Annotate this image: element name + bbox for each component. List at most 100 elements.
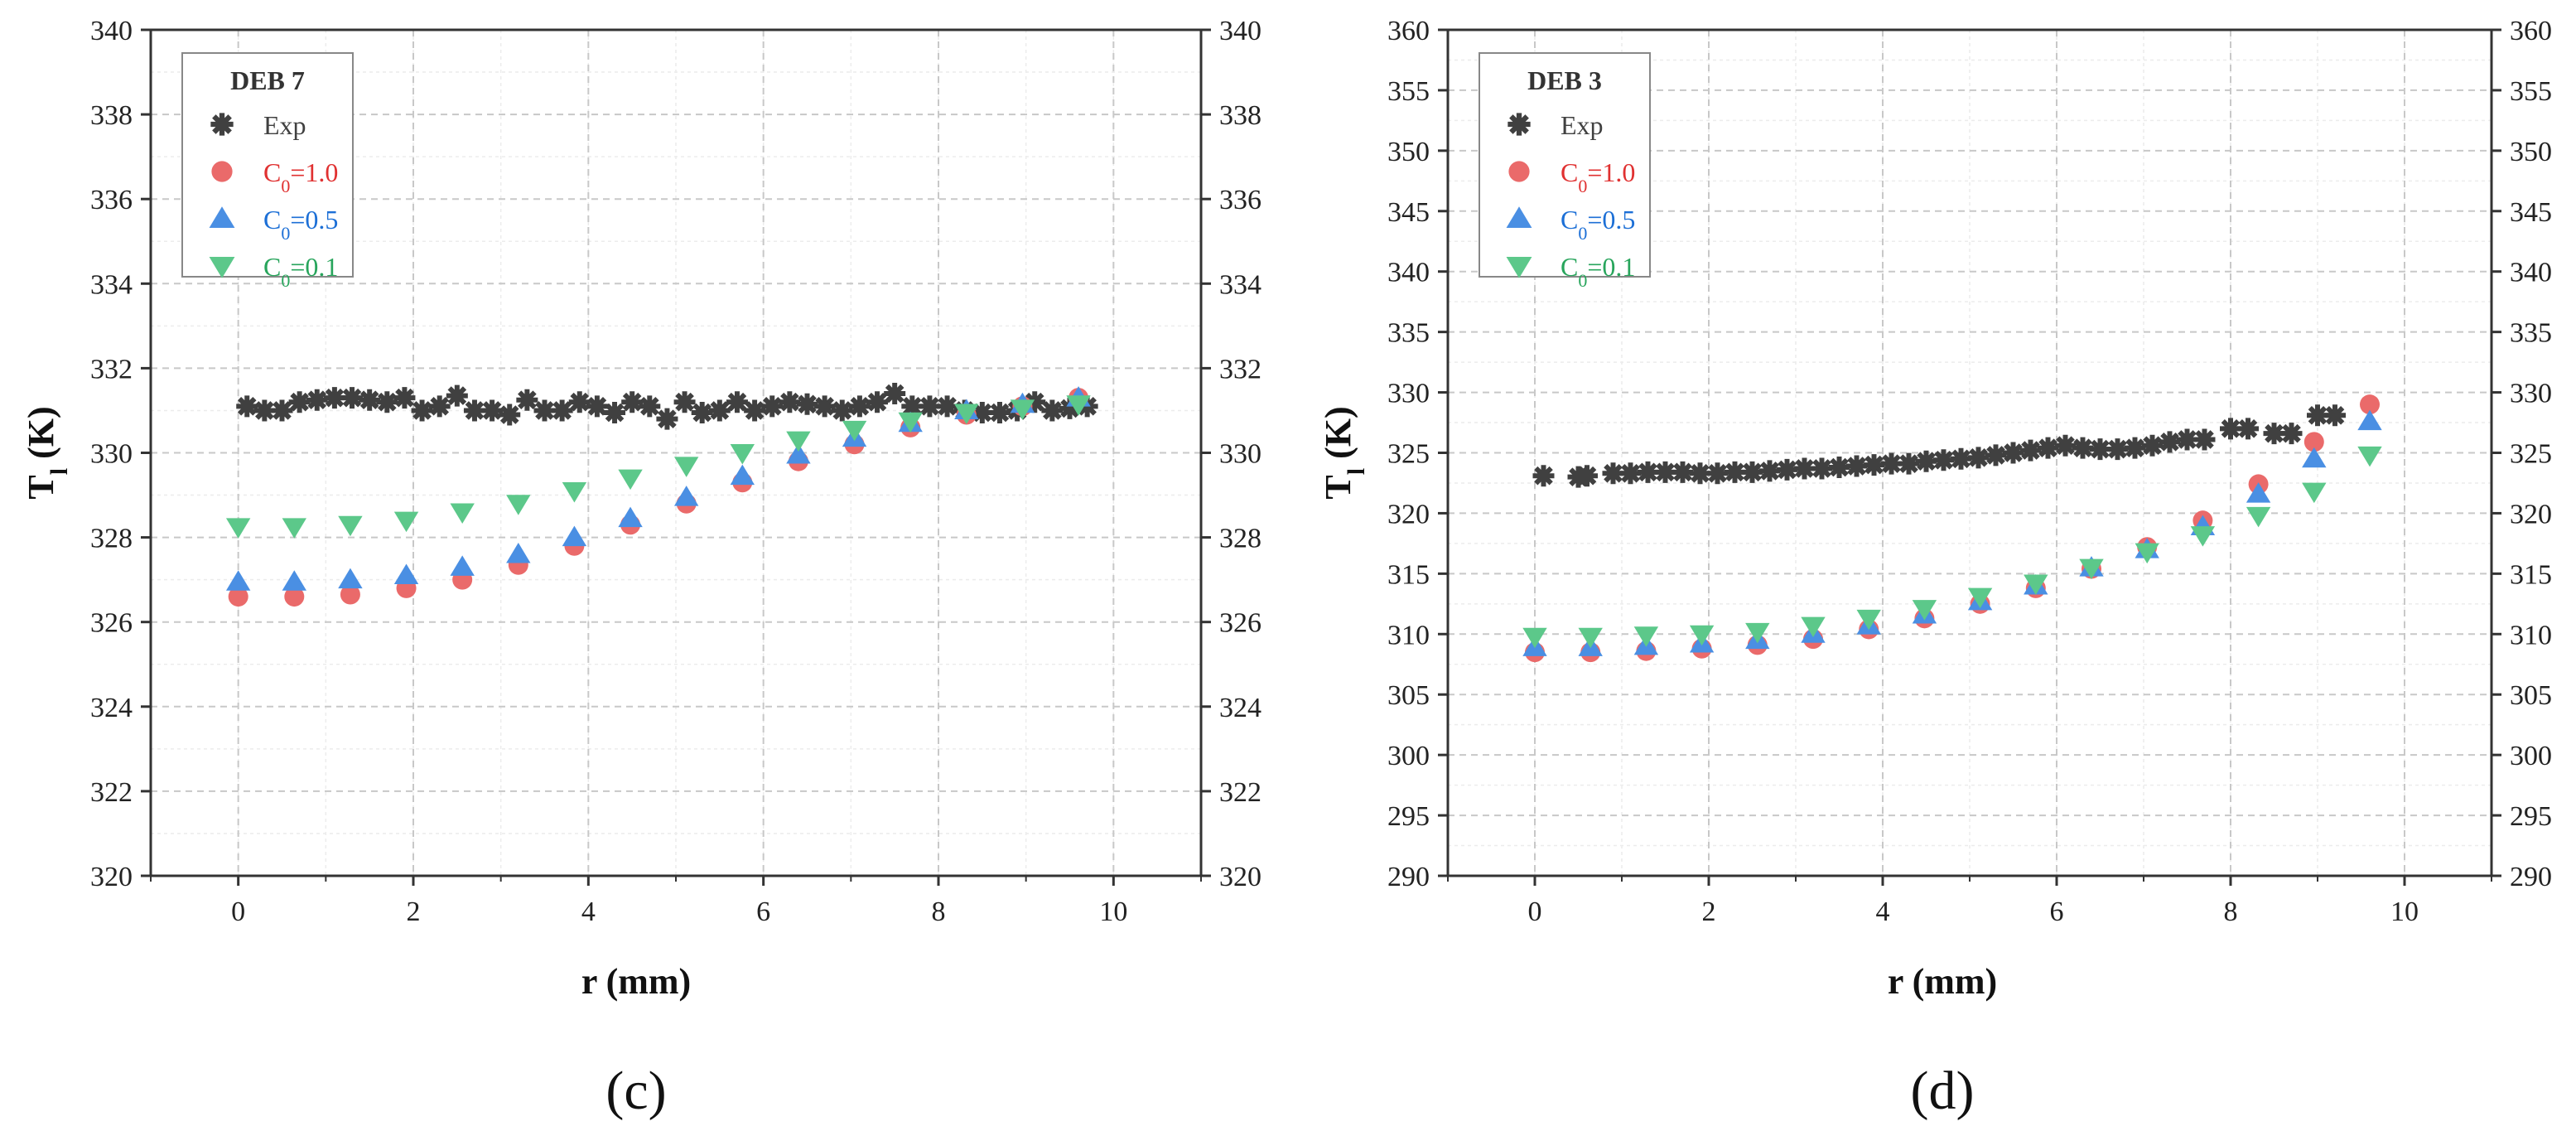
data-point: [1633, 626, 1659, 647]
series-exp: [236, 383, 1098, 430]
data-point: [1845, 455, 1868, 477]
y-tick-label: 290: [1387, 862, 1430, 892]
x-tick-label: 4: [1876, 897, 1890, 927]
data-point: [936, 395, 958, 418]
legend-label: C0=0.1: [1561, 252, 1635, 291]
chart-panel-d: 0 2 4 6 8 10 290 290 295 295 300 300 305 305 310 310 315…: [1318, 16, 2552, 1121]
y-tick-label-right: 355: [2510, 76, 2552, 107]
y-tick-label: 334: [90, 269, 133, 300]
data-point: [499, 404, 521, 426]
x-tick-label: 6: [756, 897, 770, 927]
data-point: [2190, 526, 2216, 547]
legend-box: [1479, 52, 1651, 278]
y-tick-label: 328: [90, 524, 133, 554]
data-point: [411, 399, 433, 422]
series-c0-0-1: [1522, 446, 2382, 649]
data-point: [1522, 627, 1547, 649]
y-tick-label: 355: [1387, 76, 1430, 107]
data-point: [2280, 423, 2303, 445]
data-point: [1059, 397, 1081, 419]
y-tick-label-right: 345: [2510, 197, 2552, 228]
data-point: [2246, 482, 2271, 503]
y-tick-label-right: 336: [1219, 185, 1261, 215]
data-point: [2237, 418, 2259, 440]
data-point: [1801, 616, 1826, 638]
y-tick-label: 360: [1387, 16, 1430, 46]
data-point: [730, 444, 755, 465]
data-point: [1041, 399, 1064, 422]
legend-marker: [1506, 206, 1532, 229]
y-tick-label-right: 326: [1219, 608, 1261, 639]
data-point: [726, 391, 748, 413]
y-tick-label-right: 322: [1219, 777, 1261, 808]
data-point: [1010, 399, 1035, 420]
y-tick-label-right: 340: [2510, 258, 2552, 288]
data-point: [691, 402, 713, 424]
data-point: [2246, 506, 2271, 528]
data-point: [786, 443, 811, 464]
legend-title: DEB 3: [1527, 65, 1602, 95]
data-point: [796, 393, 818, 415]
legend-title: DEB 7: [230, 65, 305, 95]
data-point: [306, 389, 328, 411]
data-point: [673, 486, 699, 506]
data-point: [1811, 457, 1833, 480]
panel-label: (c): [605, 1061, 666, 1121]
data-point: [340, 584, 360, 605]
legend: DEB 7 Exp C0=1.0 C0=0.5 C0=0.1: [181, 52, 354, 291]
data-point: [730, 464, 755, 486]
data-point: [866, 391, 889, 413]
data-point: [673, 457, 699, 477]
y-tick-label: 336: [90, 185, 133, 215]
data-point: [288, 391, 311, 413]
x-axis-title: r (mm): [581, 961, 691, 1002]
data-point: [1578, 627, 1603, 649]
data-point: [1689, 462, 1711, 485]
y-tick-label: 324: [90, 693, 133, 723]
y-tick-label: 300: [1387, 741, 1430, 771]
chart-panel-c: 0 2 4 6 8 10 320 320 322 322 324 324 326 326 328 328 330…: [21, 16, 1261, 1121]
data-point: [1672, 461, 1694, 483]
data-point: [1915, 450, 1937, 472]
data-point: [236, 395, 258, 418]
y-tick-label-right: 310: [2510, 620, 2552, 650]
y-tick-label-right: 325: [2510, 439, 2552, 470]
data-point: [446, 384, 468, 407]
y-tick-label: 330: [90, 439, 133, 470]
data-point: [618, 506, 643, 528]
y-tick-label-right: 328: [1219, 524, 1261, 554]
data-point: [586, 395, 608, 418]
data-point: [2135, 543, 2159, 564]
data-point: [2360, 394, 2380, 415]
data-point: [1066, 395, 1091, 416]
data-point: [2141, 434, 2164, 457]
data-point: [1024, 391, 1046, 413]
data-point: [1654, 461, 1676, 483]
y-tick-label: 310: [1387, 620, 1430, 650]
y-tick-label-right: 334: [1219, 269, 1261, 300]
y-tick-label-right: 350: [2510, 137, 2552, 167]
data-point: [1706, 462, 1729, 485]
data-point: [1898, 452, 1920, 475]
legend-label: Exp: [263, 110, 306, 140]
y-tick-label-right: 305: [2510, 680, 2552, 711]
legend-marker: [210, 113, 234, 136]
data-point: [1863, 454, 1885, 476]
data-point: [2072, 437, 2094, 459]
data-point: [1576, 465, 1598, 487]
data-point: [901, 395, 924, 418]
data-point: [919, 395, 941, 418]
data-point: [673, 391, 696, 413]
data-point: [1532, 465, 1555, 487]
data-point: [1967, 447, 1990, 469]
data-point: [1741, 461, 1763, 483]
series-c0-0-5: [1522, 409, 2382, 656]
data-point: [1745, 622, 1770, 644]
data-point: [2302, 447, 2327, 468]
data-point: [323, 387, 345, 409]
data-point: [744, 399, 766, 422]
data-point: [506, 495, 531, 515]
x-tick-label: 4: [581, 897, 596, 927]
y-tick-label-right: 335: [2510, 318, 2552, 349]
y-tick-label: 350: [1387, 137, 1430, 167]
